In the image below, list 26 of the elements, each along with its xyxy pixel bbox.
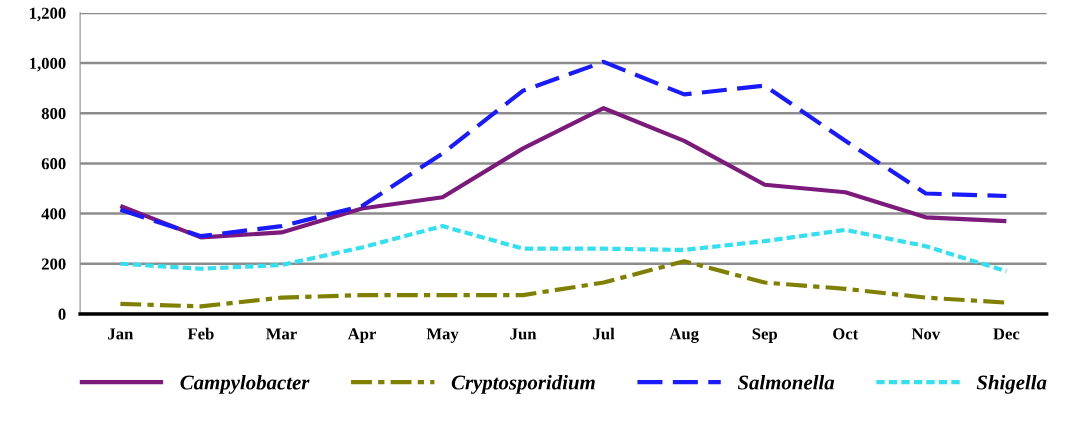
x-tick-label: Mar bbox=[266, 328, 297, 340]
x-tick-label: Jun bbox=[510, 328, 537, 340]
y-tick-label: 800 bbox=[41, 107, 66, 120]
x-tick-label: Aug bbox=[669, 328, 699, 343]
line-series bbox=[118, 59, 1009, 239]
x-tick-label: Sep bbox=[752, 328, 778, 343]
legend-label: Salmonella bbox=[737, 374, 835, 390]
x-tick-label: Feb bbox=[187, 327, 214, 340]
line-series bbox=[118, 224, 1009, 274]
y-tick-label: 600 bbox=[41, 158, 66, 170]
y-tick-label: 0 bbox=[58, 308, 66, 320]
y-tick-label: 1,000 bbox=[30, 57, 66, 72]
legend-label: Campylobacter bbox=[180, 374, 310, 394]
x-tick-label: Jul bbox=[593, 327, 615, 340]
x-tick-label: Apr bbox=[347, 328, 376, 343]
x-tick-label: Dec bbox=[993, 328, 1020, 340]
legend-label: Shigella bbox=[976, 374, 1047, 394]
x-tick-label: Oct bbox=[833, 328, 859, 340]
y-tick-label: 400 bbox=[41, 208, 66, 220]
y-tick-label: 200 bbox=[41, 258, 66, 270]
x-tick-label: May bbox=[426, 328, 459, 343]
line-series bbox=[118, 106, 1009, 240]
y-tick-label: 1,200 bbox=[30, 7, 66, 22]
legend-label: Cryptosporidium bbox=[451, 374, 595, 394]
x-tick-label: Jan bbox=[108, 328, 134, 340]
x-tick-label: Nov bbox=[911, 328, 941, 340]
